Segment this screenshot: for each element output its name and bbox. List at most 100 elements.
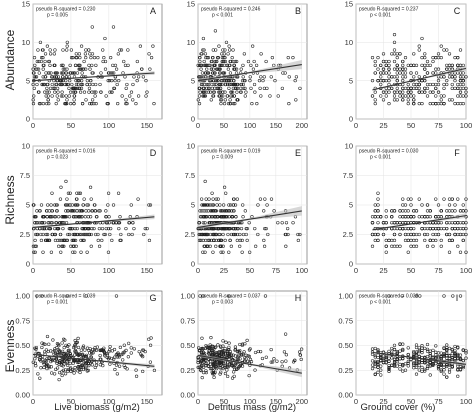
data-point bbox=[40, 82, 44, 87]
data-point bbox=[232, 79, 236, 83]
data-point bbox=[132, 226, 136, 231]
data-point bbox=[199, 238, 203, 243]
data-point bbox=[198, 86, 202, 90]
data-point bbox=[226, 348, 230, 352]
data-point bbox=[376, 221, 380, 225]
data-point bbox=[111, 25, 116, 29]
data-point bbox=[436, 203, 441, 207]
data-point bbox=[44, 226, 48, 231]
data-point bbox=[88, 67, 92, 71]
data-point bbox=[223, 226, 227, 231]
data-point bbox=[241, 79, 245, 83]
data-point bbox=[420, 79, 424, 83]
data-point bbox=[47, 90, 51, 94]
data-point bbox=[241, 75, 245, 79]
data-point bbox=[91, 71, 95, 75]
data-point bbox=[376, 191, 380, 195]
data-point bbox=[230, 209, 234, 213]
data-point bbox=[248, 250, 252, 254]
data-point bbox=[284, 359, 288, 363]
data-point bbox=[205, 67, 209, 71]
y-tick-label: 0.50 bbox=[338, 341, 353, 350]
data-point bbox=[108, 362, 112, 366]
data-point bbox=[262, 209, 266, 213]
data-point bbox=[35, 209, 39, 213]
data-point bbox=[227, 294, 231, 298]
data-point bbox=[450, 365, 454, 369]
data-point bbox=[207, 364, 211, 369]
data-point bbox=[34, 232, 38, 237]
data-point bbox=[67, 94, 71, 98]
data-point bbox=[280, 360, 284, 364]
data-point bbox=[61, 71, 65, 75]
y-tick-label: 1.00 bbox=[180, 292, 195, 301]
data-point bbox=[214, 48, 218, 52]
data-point bbox=[464, 94, 468, 98]
data-point bbox=[211, 226, 215, 231]
data-point bbox=[218, 63, 222, 67]
data-point bbox=[412, 356, 416, 361]
data-point bbox=[78, 191, 83, 195]
x-tick-label: 150 bbox=[141, 266, 154, 275]
data-point bbox=[52, 52, 56, 56]
data-point bbox=[390, 52, 394, 56]
data-points bbox=[370, 33, 468, 106]
data-point bbox=[387, 367, 391, 372]
data-point bbox=[237, 350, 242, 354]
data-point bbox=[78, 90, 83, 94]
data-point bbox=[442, 346, 446, 350]
data-point bbox=[239, 82, 243, 87]
data-point bbox=[212, 375, 216, 379]
data-point bbox=[68, 352, 72, 356]
data-point bbox=[94, 90, 98, 94]
data-point bbox=[205, 71, 210, 75]
data-point bbox=[280, 221, 284, 225]
data-point bbox=[63, 67, 67, 71]
data-point bbox=[456, 345, 460, 349]
data-point bbox=[79, 232, 83, 237]
data-point bbox=[401, 347, 405, 352]
data-point bbox=[271, 360, 275, 364]
data-point bbox=[45, 238, 49, 243]
stat-annotation-p: p = 0.001 bbox=[47, 300, 68, 306]
data-point bbox=[108, 90, 112, 94]
data-point bbox=[200, 197, 204, 201]
data-point bbox=[116, 52, 120, 56]
x-tick-label: 100 bbox=[103, 397, 116, 406]
data-point bbox=[87, 232, 91, 237]
data-point bbox=[445, 349, 449, 353]
data-point bbox=[134, 374, 139, 378]
data-point bbox=[92, 90, 96, 94]
data-point bbox=[256, 349, 260, 354]
data-point bbox=[106, 71, 111, 75]
data-point bbox=[45, 362, 49, 366]
data-point bbox=[72, 102, 76, 106]
data-point bbox=[208, 63, 212, 67]
data-point bbox=[209, 366, 214, 371]
data-point bbox=[439, 369, 443, 374]
data-point bbox=[208, 346, 213, 350]
stat-annotation-r2: pseudo R-squared = 0.037 bbox=[201, 294, 261, 300]
data-point bbox=[226, 353, 230, 358]
data-point bbox=[218, 90, 222, 94]
data-point bbox=[381, 79, 386, 83]
data-point bbox=[242, 52, 246, 56]
data-point bbox=[280, 86, 284, 90]
x-tick-label: 0 bbox=[354, 266, 358, 275]
data-point bbox=[34, 215, 38, 219]
data-point bbox=[59, 82, 63, 87]
data-point bbox=[120, 94, 124, 98]
data-point bbox=[434, 232, 438, 237]
data-point bbox=[458, 102, 463, 106]
data-points bbox=[31, 179, 153, 254]
data-point bbox=[79, 82, 84, 87]
data-point bbox=[392, 94, 397, 98]
data-point bbox=[238, 357, 242, 361]
data-point bbox=[436, 52, 441, 56]
data-point bbox=[262, 238, 266, 243]
data-point bbox=[226, 67, 230, 71]
data-point bbox=[442, 372, 446, 376]
data-point bbox=[117, 364, 122, 368]
data-point bbox=[104, 94, 108, 98]
